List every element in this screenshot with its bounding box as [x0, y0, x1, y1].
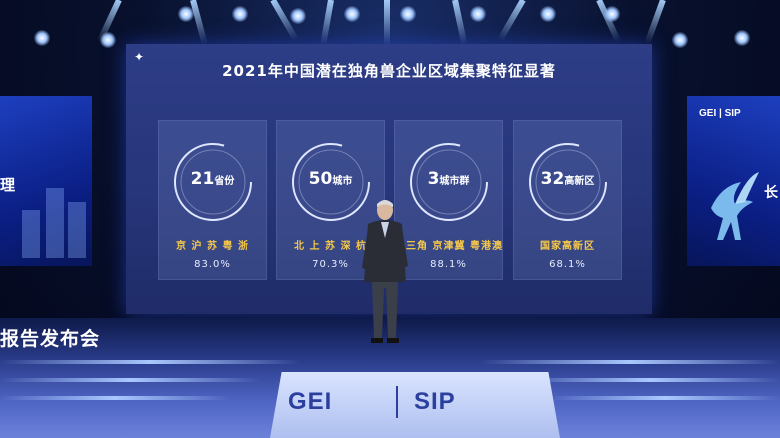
- stat-number: 3: [427, 169, 440, 189]
- logo-divider: [396, 386, 398, 418]
- stat-regions: 长三角 京津冀 粤港澳: [395, 241, 503, 252]
- stat-unit: 高新区: [564, 176, 595, 187]
- speaker-figure: [362, 200, 408, 343]
- stat-card-hightech-zones: 32高新区 国家高新区 68.1%: [513, 120, 622, 280]
- stat-card-provinces: 21省份 京 沪 苏 粤 浙 83.0%: [158, 120, 267, 280]
- gei-logo-text: GEI: [288, 388, 333, 415]
- event-banner-text: 报告发布会: [0, 328, 101, 350]
- sip-logo-text: SIP: [414, 388, 456, 415]
- stat-regions: 京 沪 苏 粤 浙: [176, 241, 249, 252]
- stat-number: 50: [308, 169, 333, 189]
- ring-decoration-icon: [529, 143, 607, 221]
- ring-decoration-icon: [292, 143, 370, 221]
- pegasus-icon: [711, 172, 759, 240]
- stat-percent: 88.1%: [430, 259, 467, 270]
- stat-card-city-clusters: 3城市群 长三角 京津冀 粤港澳 88.1%: [394, 120, 503, 280]
- stat-unit: 城市群: [439, 176, 470, 187]
- stat-percent: 70.3%: [312, 259, 349, 270]
- stat-percent: 83.0%: [194, 259, 231, 270]
- stat-unit: 城市: [332, 176, 353, 187]
- stat-percent: 68.1%: [549, 259, 586, 270]
- left-side-screen: 理: [0, 96, 92, 266]
- ring-decoration-icon: [410, 143, 488, 221]
- right-screen-brand: GEI | SIP: [699, 108, 741, 119]
- event-logo-icon: ✦: [134, 50, 145, 64]
- slide-title: 2021年中国潜在独角兽企业区域集聚特征显著: [222, 62, 556, 80]
- stat-unit: 省份: [214, 176, 235, 187]
- stage-platform: [270, 372, 560, 438]
- stat-regions: 国家高新区: [540, 241, 595, 252]
- stat-number: 21: [190, 169, 215, 189]
- right-side-screen: GEI | SIP 长: [687, 96, 780, 266]
- main-presentation-screen: ✦ 2021年中国潜在独角兽企业区域集聚特征显著 21省份 京 沪 苏 粤 浙 …: [126, 44, 652, 314]
- stat-regions: 北 上 苏 深 杭: [294, 241, 367, 252]
- right-screen-text: 长: [764, 185, 778, 201]
- stat-number: 32: [540, 169, 565, 189]
- left-screen-text: 理: [0, 176, 16, 194]
- ceiling-lights: [0, 0, 780, 50]
- ring-decoration-icon: [174, 143, 252, 221]
